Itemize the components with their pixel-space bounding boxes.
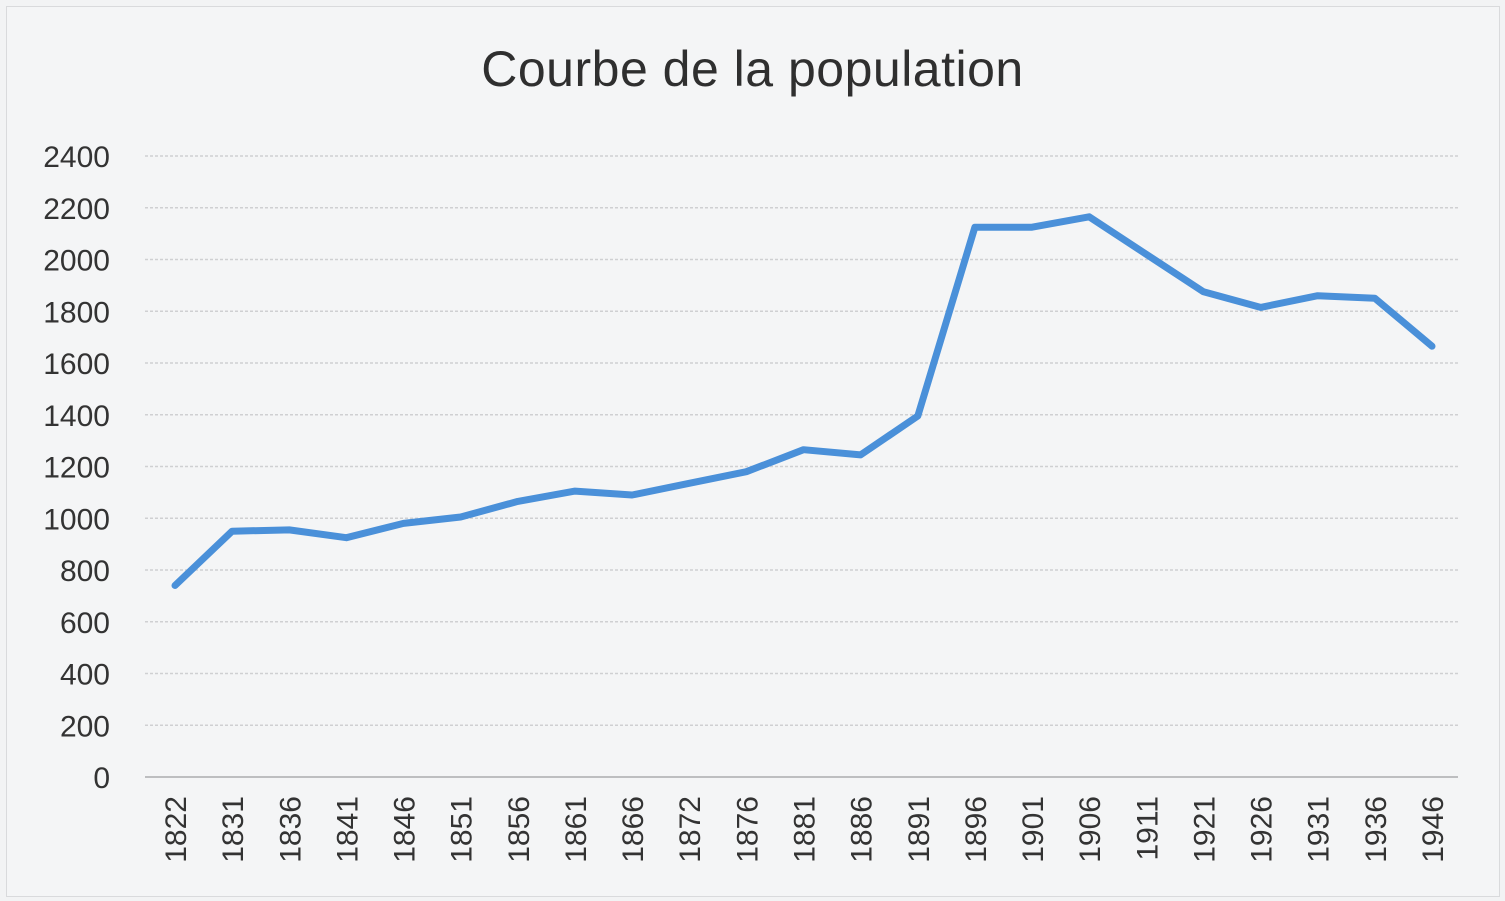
y-tick-label: 600 [60,607,110,640]
x-tick-label: 1872 [674,796,707,863]
y-tick-label: 2200 [43,193,110,226]
y-tick-label: 800 [60,555,110,588]
y-tick-label: 1000 [43,503,110,536]
y-tick-label: 2400 [43,141,110,174]
x-tick-label: 1896 [960,796,993,863]
x-tick-label: 1921 [1188,796,1221,863]
y-tick-label: 1400 [43,400,110,433]
chart-title: Courbe de la population [481,41,1024,97]
y-tick-label: 1200 [43,452,110,485]
x-tick-label: 1901 [1017,796,1050,863]
y-axis-ticks: 0 200 400 600 800 1000 1200 1400 1600 1800 2000 220… [43,141,110,795]
x-tick-label: 1926 [1246,796,1279,863]
x-tick-label: 1881 [789,796,822,863]
y-tick-label: 200 [60,710,110,743]
y-tick-label: 2000 [43,245,110,278]
y-tick-label: 0 [93,762,110,795]
x-tick-label: 1851 [446,796,479,863]
gridlines [145,155,1458,778]
x-tick-label: 1831 [217,796,250,863]
x-tick-label: 1936 [1360,796,1393,863]
x-tick-label: 1946 [1417,796,1450,863]
x-tick-label: 1886 [846,796,879,863]
series-layer [171,213,1436,589]
x-tick-label: 1931 [1303,796,1336,863]
x-tick-label: 1866 [617,796,650,863]
series-line [171,213,1436,589]
x-tick-label: 1891 [903,796,936,863]
y-tick-label: 1800 [43,296,110,329]
y-tick-label: 1600 [43,348,110,381]
x-tick-label: 1836 [274,796,307,863]
x-tick-label: 1856 [503,796,536,863]
x-tick-label: 1861 [560,796,593,863]
chart-frame [6,6,1500,897]
x-tick-label: 1906 [1074,796,1107,863]
x-tick-label: 1841 [331,796,364,863]
y-tick-label: 400 [60,659,110,692]
x-tick-label: 1876 [731,796,764,863]
x-axis-ticks: 1822 1831 1836 1841 1846 1851 1856 1861 1866 1872… [160,796,1450,863]
x-tick-label: 1822 [160,796,193,863]
x-tick-label: 1846 [389,796,422,863]
x-tick-label: 1911 [1131,796,1164,861]
